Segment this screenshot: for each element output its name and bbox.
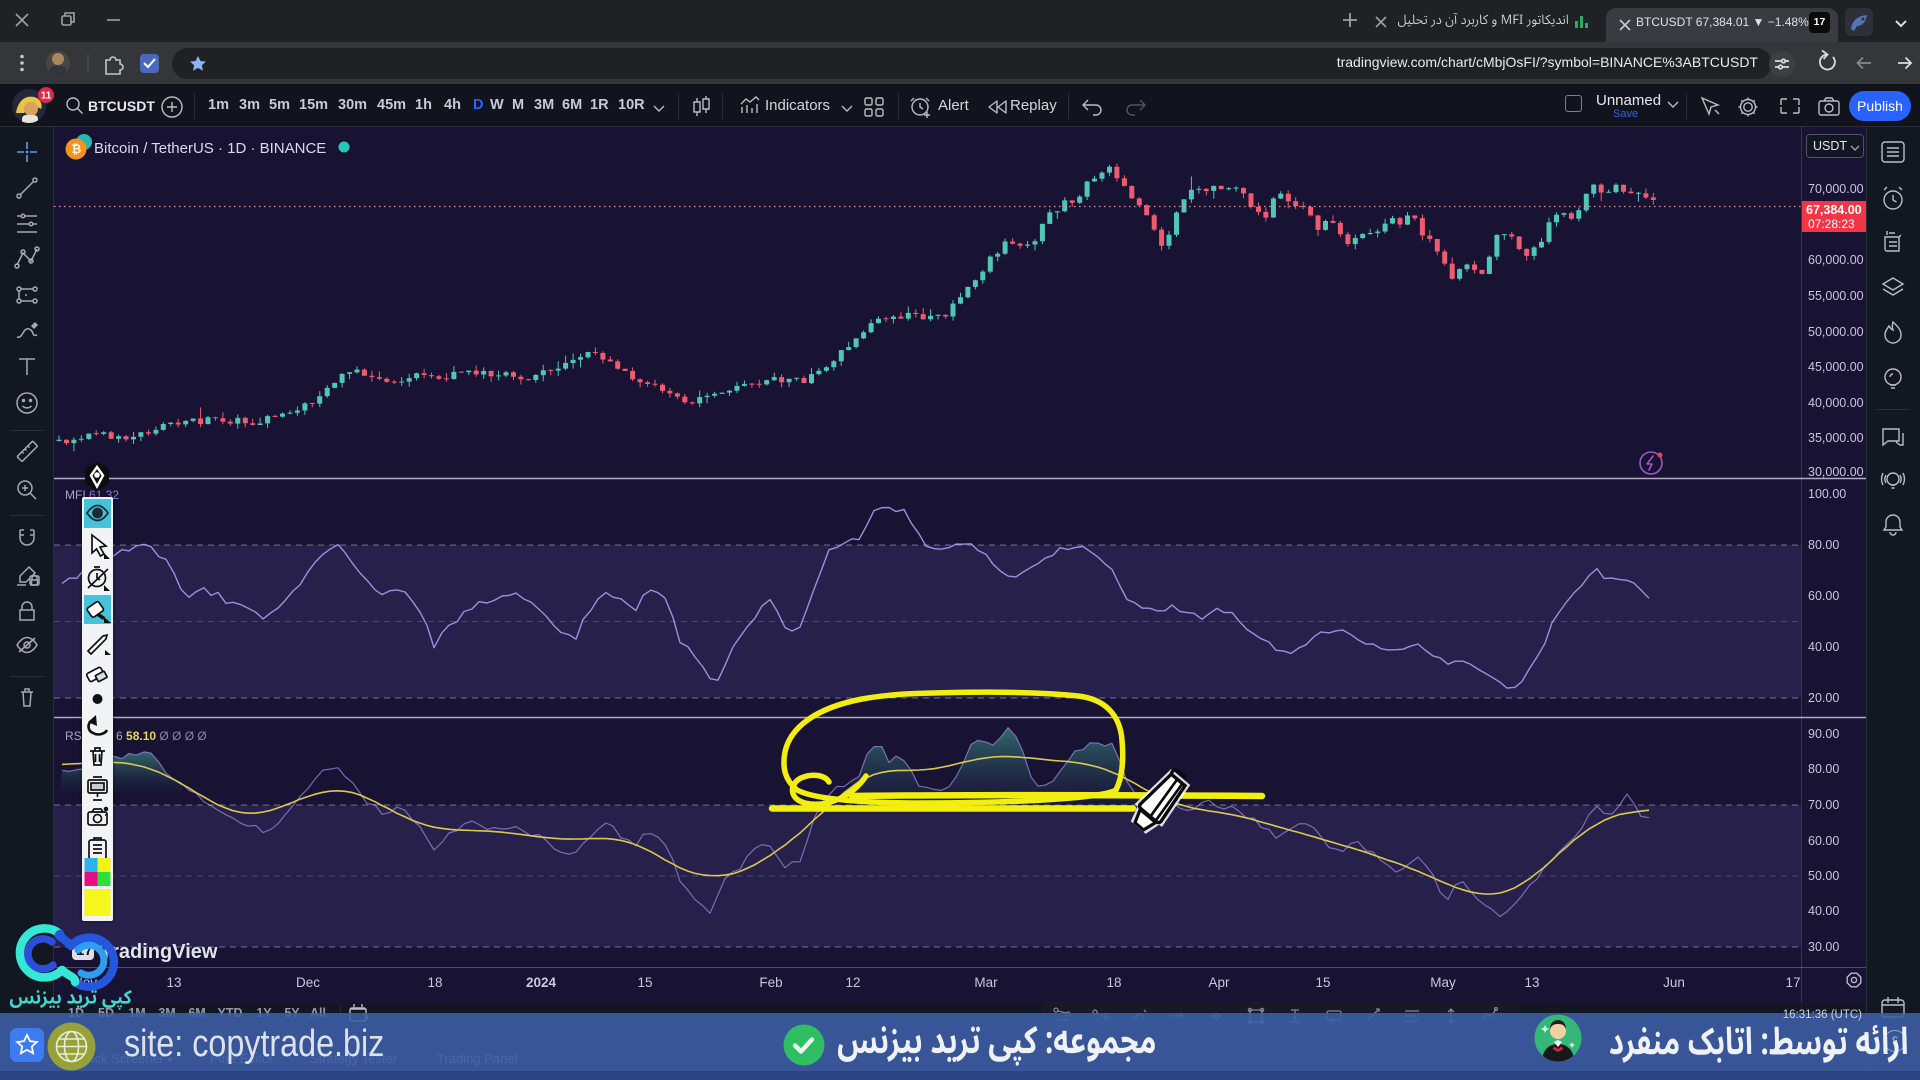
svg-text:50,000.00: 50,000.00 (1808, 325, 1864, 339)
svg-text:70,000.00: 70,000.00 (1808, 182, 1864, 196)
svg-text:60.00: 60.00 (1808, 589, 1839, 603)
svg-text:30.00: 30.00 (1808, 940, 1839, 954)
svg-text:60,000.00: 60,000.00 (1808, 253, 1864, 267)
svg-text:100.00: 100.00 (1808, 487, 1846, 501)
svg-text:90.00: 90.00 (1808, 727, 1839, 741)
svg-text:Feb: Feb (759, 975, 782, 990)
svg-text:45,000.00: 45,000.00 (1808, 360, 1864, 374)
svg-text:17: 17 (1785, 975, 1800, 990)
svg-text:May: May (1430, 975, 1456, 990)
svg-text:Apr: Apr (1208, 975, 1230, 990)
svg-text:Mar: Mar (974, 975, 998, 990)
svg-text:13: 13 (166, 975, 181, 990)
svg-text:6 58.10 Ø Ø Ø Ø: 6 58.10 Ø Ø Ø Ø (116, 729, 207, 743)
svg-text:40.00: 40.00 (1808, 904, 1839, 918)
svg-text:₿: ₿ (72, 142, 82, 156)
svg-text:20.00: 20.00 (1808, 691, 1839, 705)
svg-text:Jun: Jun (1663, 975, 1685, 990)
svg-text:Dec: Dec (296, 975, 320, 990)
svg-text:13: 13 (1524, 975, 1539, 990)
svg-text:30,000.00: 30,000.00 (1808, 465, 1864, 479)
svg-text:RS: RS (65, 729, 82, 743)
svg-text:70.00: 70.00 (1808, 798, 1839, 812)
svg-text:15: 15 (637, 975, 652, 990)
svg-text:18: 18 (1106, 975, 1121, 990)
svg-text:55,000.00: 55,000.00 (1808, 289, 1864, 303)
svg-text:2024: 2024 (526, 975, 557, 990)
svg-text:11: 11 (41, 91, 52, 102)
svg-text:15: 15 (1315, 975, 1330, 990)
svg-text:40,000.00: 40,000.00 (1808, 396, 1864, 410)
svg-text:80.00: 80.00 (1808, 762, 1839, 776)
svg-text:TradingView: TradingView (100, 941, 218, 963)
svg-text:Bitcoin / TetherUS · 1D · BINA: Bitcoin / TetherUS · 1D · BINANCE (94, 140, 326, 157)
svg-text:07:28:23: 07:28:23 (1808, 217, 1855, 231)
svg-text:18: 18 (427, 975, 442, 990)
svg-text:12: 12 (845, 975, 860, 990)
svg-text:35,000.00: 35,000.00 (1808, 431, 1864, 445)
svg-text:50.00: 50.00 (1808, 869, 1839, 883)
svg-text:60.00: 60.00 (1808, 834, 1839, 848)
svg-text:40.00: 40.00 (1808, 640, 1839, 654)
svg-text:80.00: 80.00 (1808, 538, 1839, 552)
svg-text:67,384.00: 67,384.00 (1806, 203, 1862, 217)
